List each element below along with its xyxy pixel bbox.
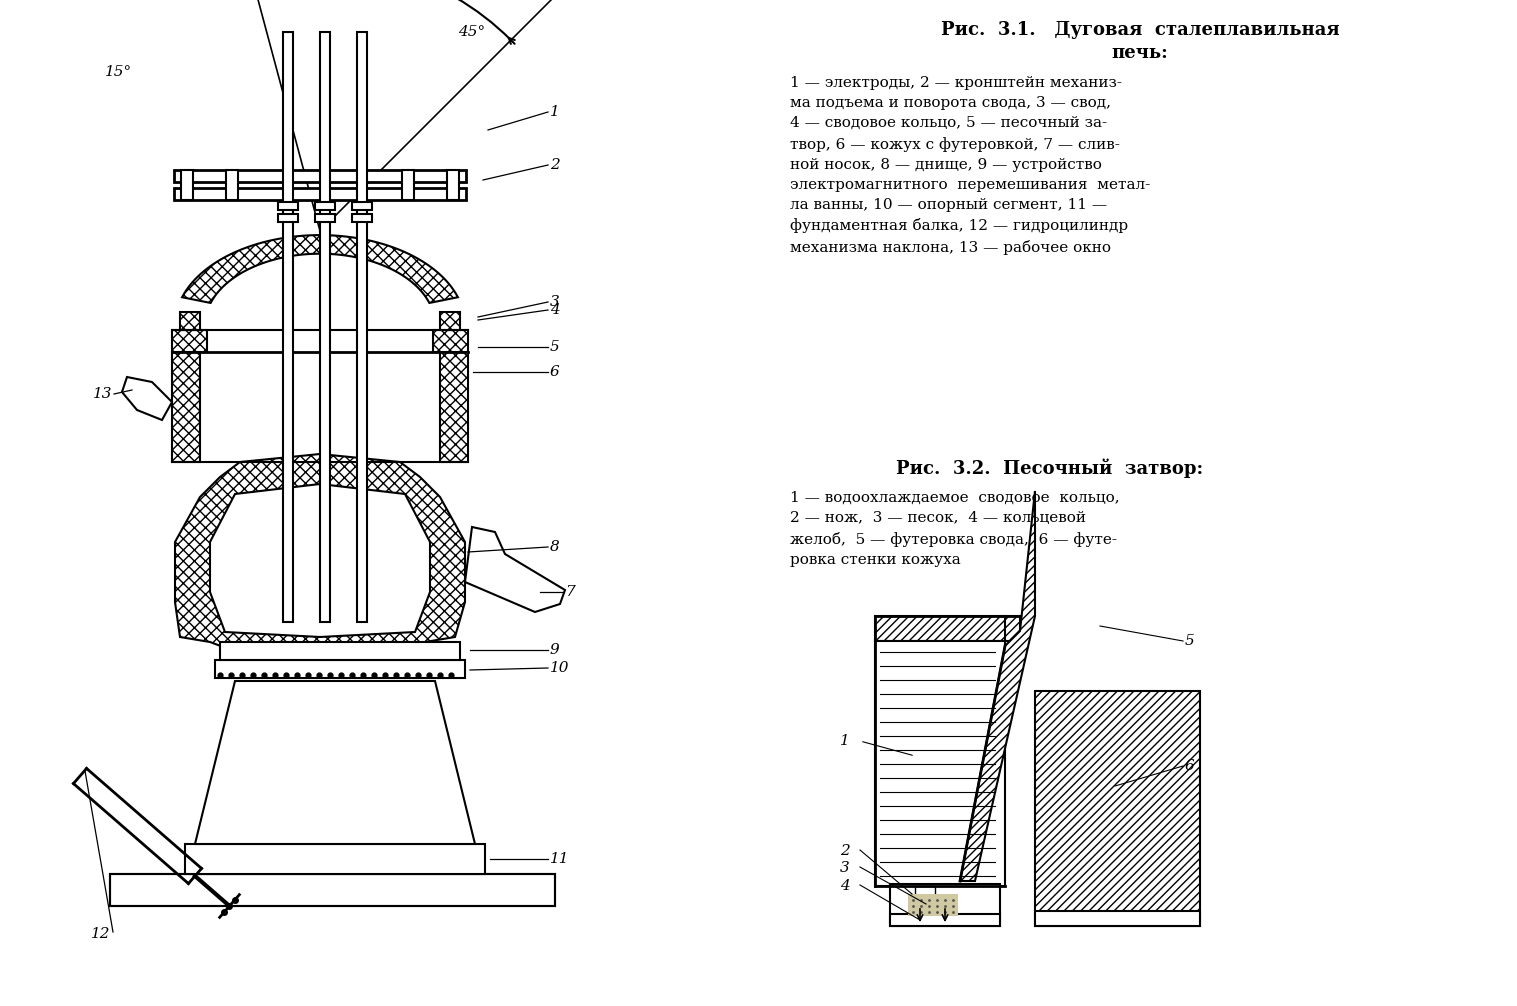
Bar xyxy=(352,214,372,222)
Bar xyxy=(278,214,297,222)
Text: 1: 1 xyxy=(840,734,850,748)
Polygon shape xyxy=(121,377,171,420)
Bar xyxy=(185,844,485,874)
Text: 45°: 45° xyxy=(458,25,485,39)
Bar xyxy=(111,874,555,906)
Text: 10: 10 xyxy=(551,661,569,675)
Bar xyxy=(278,202,297,210)
Bar xyxy=(440,352,469,462)
Bar xyxy=(448,170,460,200)
Bar xyxy=(111,874,555,906)
Text: 5: 5 xyxy=(1185,634,1195,648)
Bar xyxy=(181,312,200,330)
Bar xyxy=(174,188,466,200)
Text: 2: 2 xyxy=(840,844,850,858)
Bar xyxy=(875,616,1019,641)
Text: 3: 3 xyxy=(551,295,560,309)
Text: 1: 1 xyxy=(551,105,560,119)
Bar xyxy=(316,214,335,222)
Text: 9: 9 xyxy=(551,643,560,657)
Bar xyxy=(432,330,469,352)
Text: печь:: печь: xyxy=(1112,44,1168,62)
Text: 13: 13 xyxy=(93,387,112,401)
Text: 11: 11 xyxy=(551,852,569,866)
Text: 6: 6 xyxy=(1185,759,1195,773)
Bar xyxy=(111,874,555,906)
Polygon shape xyxy=(121,377,171,420)
Text: Рис.  3.1.   Дуговая  сталеплавильная: Рис. 3.1. Дуговая сталеплавильная xyxy=(941,21,1340,39)
Bar xyxy=(1035,691,1200,926)
Polygon shape xyxy=(960,491,1035,881)
Polygon shape xyxy=(466,527,564,612)
Bar xyxy=(226,170,238,200)
Polygon shape xyxy=(196,681,475,844)
Text: 1 — электроды, 2 — кронштейн механиз-
ма подъема и поворота свода, 3 — свод,
4 —: 1 — электроды, 2 — кронштейн механиз- ма… xyxy=(790,76,1150,255)
Bar xyxy=(440,312,460,330)
Bar xyxy=(171,330,206,352)
Polygon shape xyxy=(209,484,429,637)
Text: 1 — водоохлаждаемое  сводовое  кольцо,
2 — нож,  3 — песок,  4 — кольцевой
желоб: 1 — водоохлаждаемое сводовое кольцо, 2 —… xyxy=(790,491,1120,566)
Bar xyxy=(915,886,934,898)
Text: 3: 3 xyxy=(840,861,850,875)
Bar xyxy=(215,660,466,678)
Bar xyxy=(181,170,193,200)
Bar xyxy=(320,32,331,622)
Bar xyxy=(220,642,460,660)
Polygon shape xyxy=(174,454,466,662)
Bar xyxy=(284,32,293,622)
Bar xyxy=(909,894,959,916)
Text: 4: 4 xyxy=(551,303,560,317)
Text: 4: 4 xyxy=(840,879,850,893)
Text: 8: 8 xyxy=(551,540,560,554)
Bar xyxy=(890,914,1000,926)
Text: 5: 5 xyxy=(551,340,560,354)
Text: 12: 12 xyxy=(91,927,111,941)
Bar xyxy=(356,32,367,622)
Bar xyxy=(171,352,200,462)
Bar xyxy=(174,170,466,182)
Text: 7: 7 xyxy=(564,585,575,599)
Text: 15°: 15° xyxy=(105,65,132,79)
Bar xyxy=(1035,911,1200,926)
Bar xyxy=(875,641,1004,886)
Bar xyxy=(316,202,335,210)
Text: 2: 2 xyxy=(551,158,560,172)
Bar xyxy=(352,202,372,210)
Bar xyxy=(890,884,1000,926)
Text: 6: 6 xyxy=(551,365,560,379)
Text: Рис.  3.2.  Песочный  затвор:: Рис. 3.2. Песочный затвор: xyxy=(897,458,1203,478)
Polygon shape xyxy=(182,235,458,303)
Bar xyxy=(402,170,414,200)
